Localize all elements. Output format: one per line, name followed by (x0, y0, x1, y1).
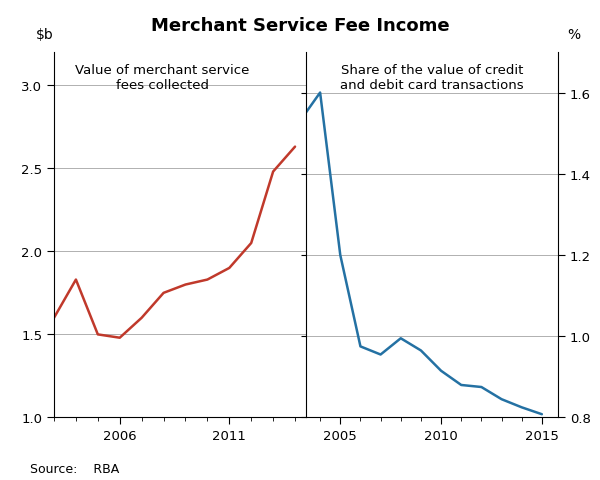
Text: Share of the value of credit
and debit card transactions: Share of the value of credit and debit c… (340, 64, 524, 92)
Text: Source:    RBA: Source: RBA (30, 462, 119, 475)
Text: $b: $b (37, 28, 54, 42)
Text: Value of merchant service
fees collected: Value of merchant service fees collected (75, 64, 250, 92)
Text: %: % (568, 28, 581, 42)
Text: Merchant Service Fee Income: Merchant Service Fee Income (151, 17, 449, 35)
